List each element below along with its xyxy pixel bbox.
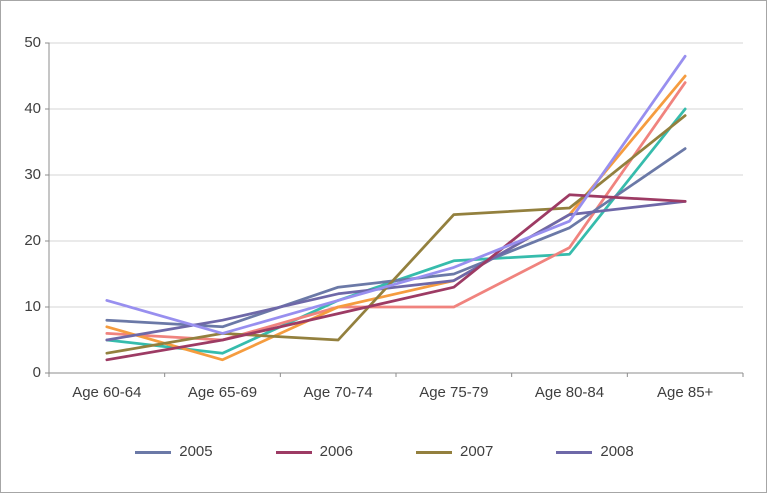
legend-swatch-2006 [275,450,312,454]
x-category-label-3: Age 70-74 [303,384,373,401]
series-line-unlabeled-lavender [105,54,687,335]
legend-label-2007: 2007 [460,443,494,460]
legend-item-2007: 2007 [416,444,493,460]
series-line-unlabeled-salmon [105,81,687,342]
x-category-label-2: Age 65-69 [187,384,258,401]
legend-label-2005: 2005 [179,443,213,460]
legend-item-2006: 2006 [275,443,353,460]
x-category-label-1: Age 60-64 [72,384,142,401]
legend-swatch-2008 [556,450,593,454]
x-category-label-5: Age 80-84 [534,384,605,401]
series-line-2007 [105,114,687,355]
series-line-2008 [105,200,687,342]
y-tick-label-40: 40 [24,100,41,117]
series-line-unlabeled-teal [105,107,687,355]
legend-item-2005: 2005 [135,443,213,460]
legend-label-2006: 2006 [319,443,353,460]
x-category-label-4: Age 75-79 [419,384,489,401]
y-tick-label-20: 20 [24,232,41,249]
y-tick-label-50: 50 [24,34,41,51]
chart-legend: 2005 2006 2007 2008 [1,438,766,466]
series-line-2005 [105,147,687,329]
legend-swatch-2005 [135,450,172,454]
y-tick-label-0: 0 [32,364,41,381]
legend-item-2008: 2008 [556,443,634,460]
y-tick-label-30: 30 [24,166,41,183]
y-tick-label-10: 10 [24,298,41,315]
legend-swatch-2007 [416,450,452,454]
legend-label-2008: 2008 [600,443,634,460]
x-category-label-6: Age 85+ [657,384,714,401]
